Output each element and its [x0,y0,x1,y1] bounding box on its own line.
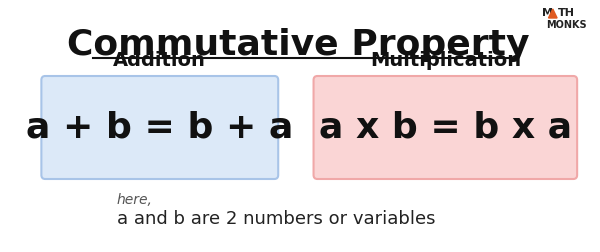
Text: M: M [542,8,553,18]
Text: TH: TH [558,8,575,18]
Text: a + b = b + a: a + b = b + a [26,110,293,144]
Text: Addition: Addition [113,51,206,70]
Text: a and b are 2 numbers or variables: a and b are 2 numbers or variables [117,210,436,228]
Text: Commutative Property: Commutative Property [67,28,530,62]
FancyBboxPatch shape [314,76,577,179]
Text: here,: here, [117,193,152,207]
Polygon shape [548,9,557,18]
FancyBboxPatch shape [41,76,278,179]
Text: Multiplication: Multiplication [370,51,521,70]
Text: a x b = b x a: a x b = b x a [319,110,572,144]
Text: MONKS: MONKS [545,20,586,30]
